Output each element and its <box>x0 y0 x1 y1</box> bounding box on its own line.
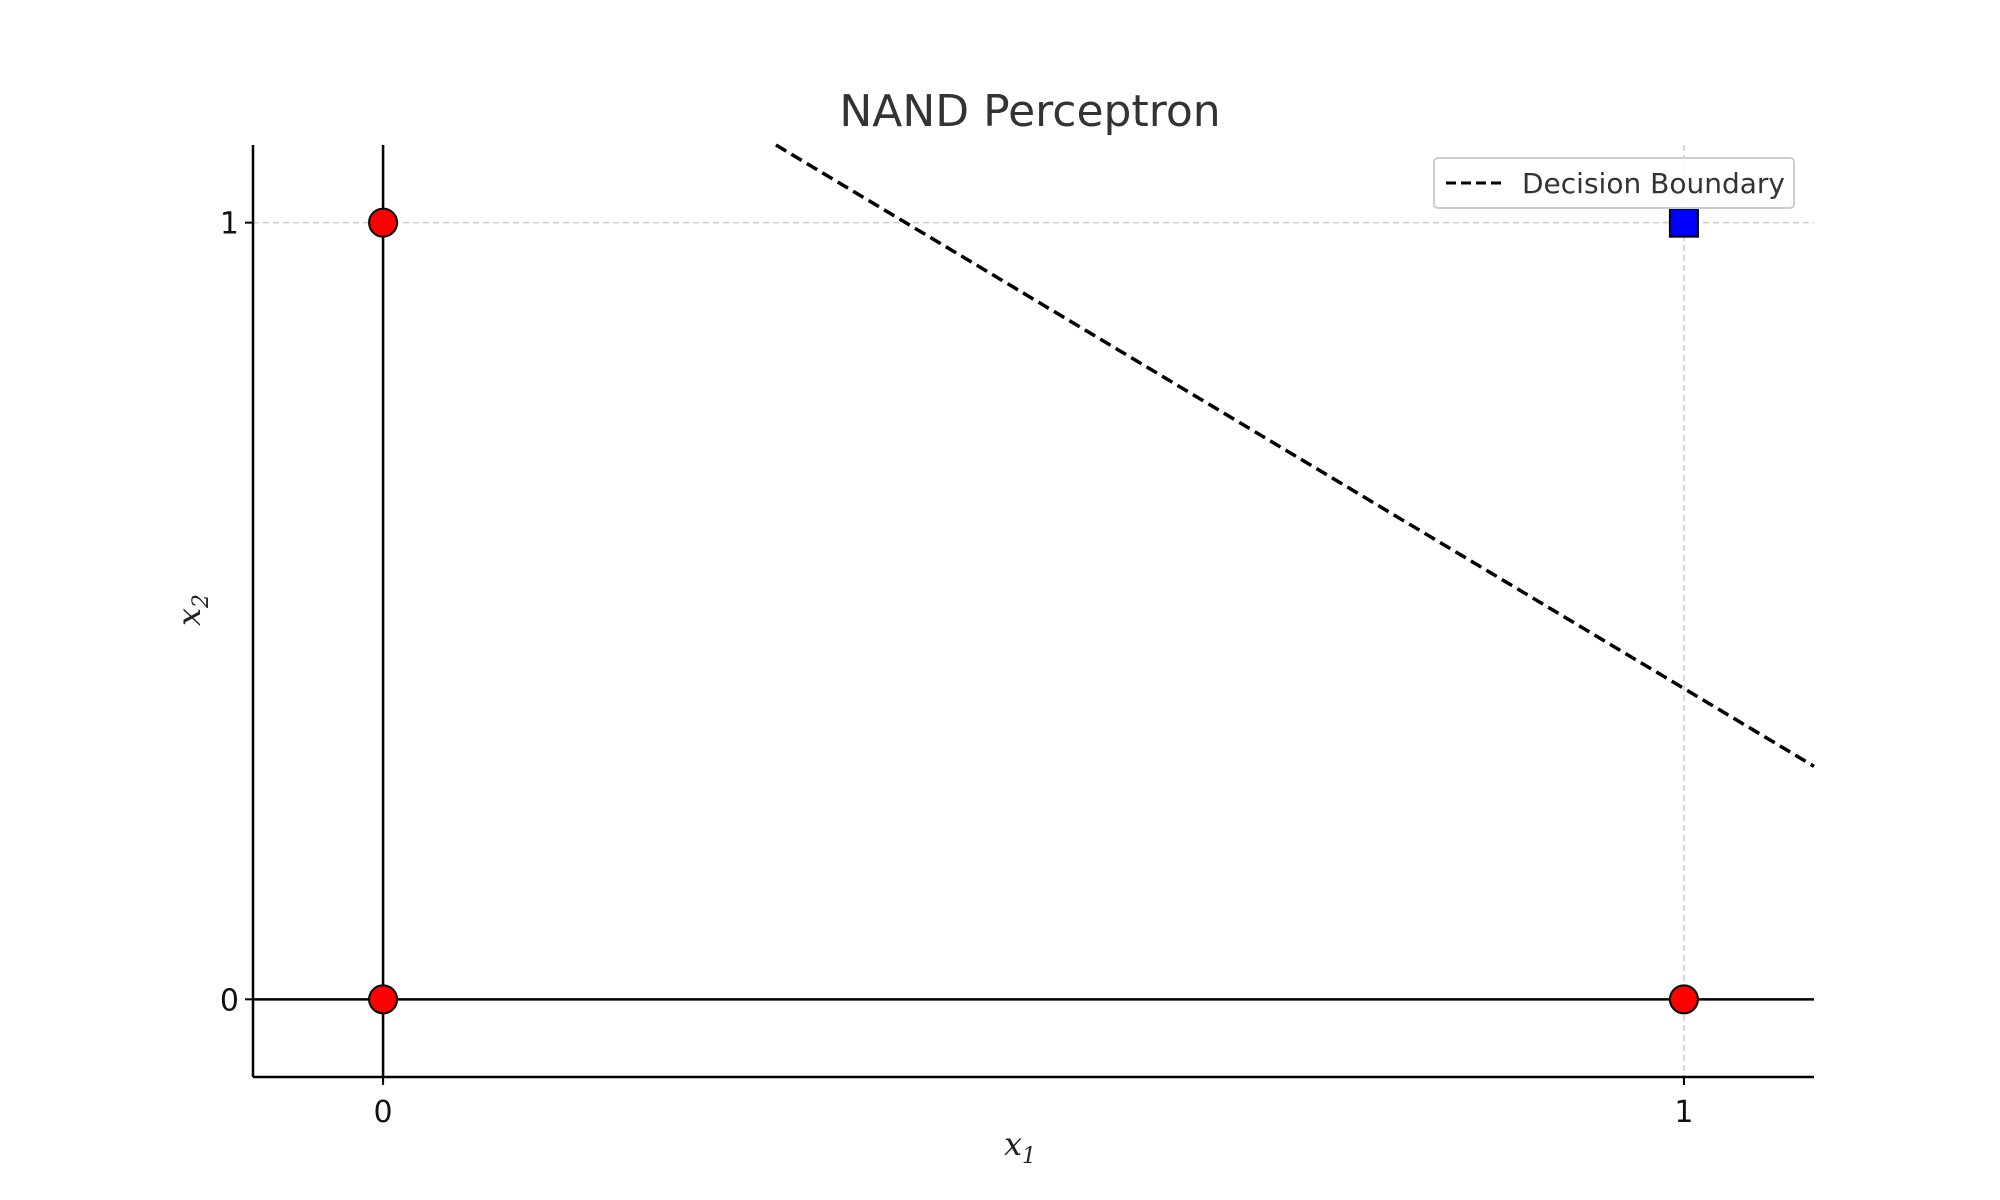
decision-boundary-layer <box>775 143 1815 768</box>
data-point-circle-2 <box>1668 984 1699 1015</box>
y-tick-label-1: 1 <box>220 207 239 242</box>
decision-boundary-line <box>775 143 1815 768</box>
x-tick-label-1: 1 <box>1674 1095 1693 1130</box>
data-point-square-3 <box>1668 207 1699 238</box>
x-axis-label: x1 <box>1004 1125 1036 1169</box>
y-axis-label: x2 <box>170 594 214 626</box>
y-tick-label-0: 0 <box>220 983 239 1018</box>
chart-title: NAND Perceptron <box>839 86 1220 137</box>
data-points <box>368 207 1699 1015</box>
data-point-circle-1 <box>368 207 399 238</box>
axes <box>251 145 1814 1079</box>
grid-lines <box>253 145 1814 1077</box>
legend: Decision Boundary <box>1433 157 1795 209</box>
data-point-circle-0 <box>368 984 399 1015</box>
tick-labels: 0 1 0 1 <box>220 207 1694 1130</box>
x-tick-label-0: 0 <box>374 1095 393 1130</box>
legend-box <box>1433 157 1795 209</box>
legend-entry-decision-boundary: Decision Boundary <box>1522 167 1785 200</box>
